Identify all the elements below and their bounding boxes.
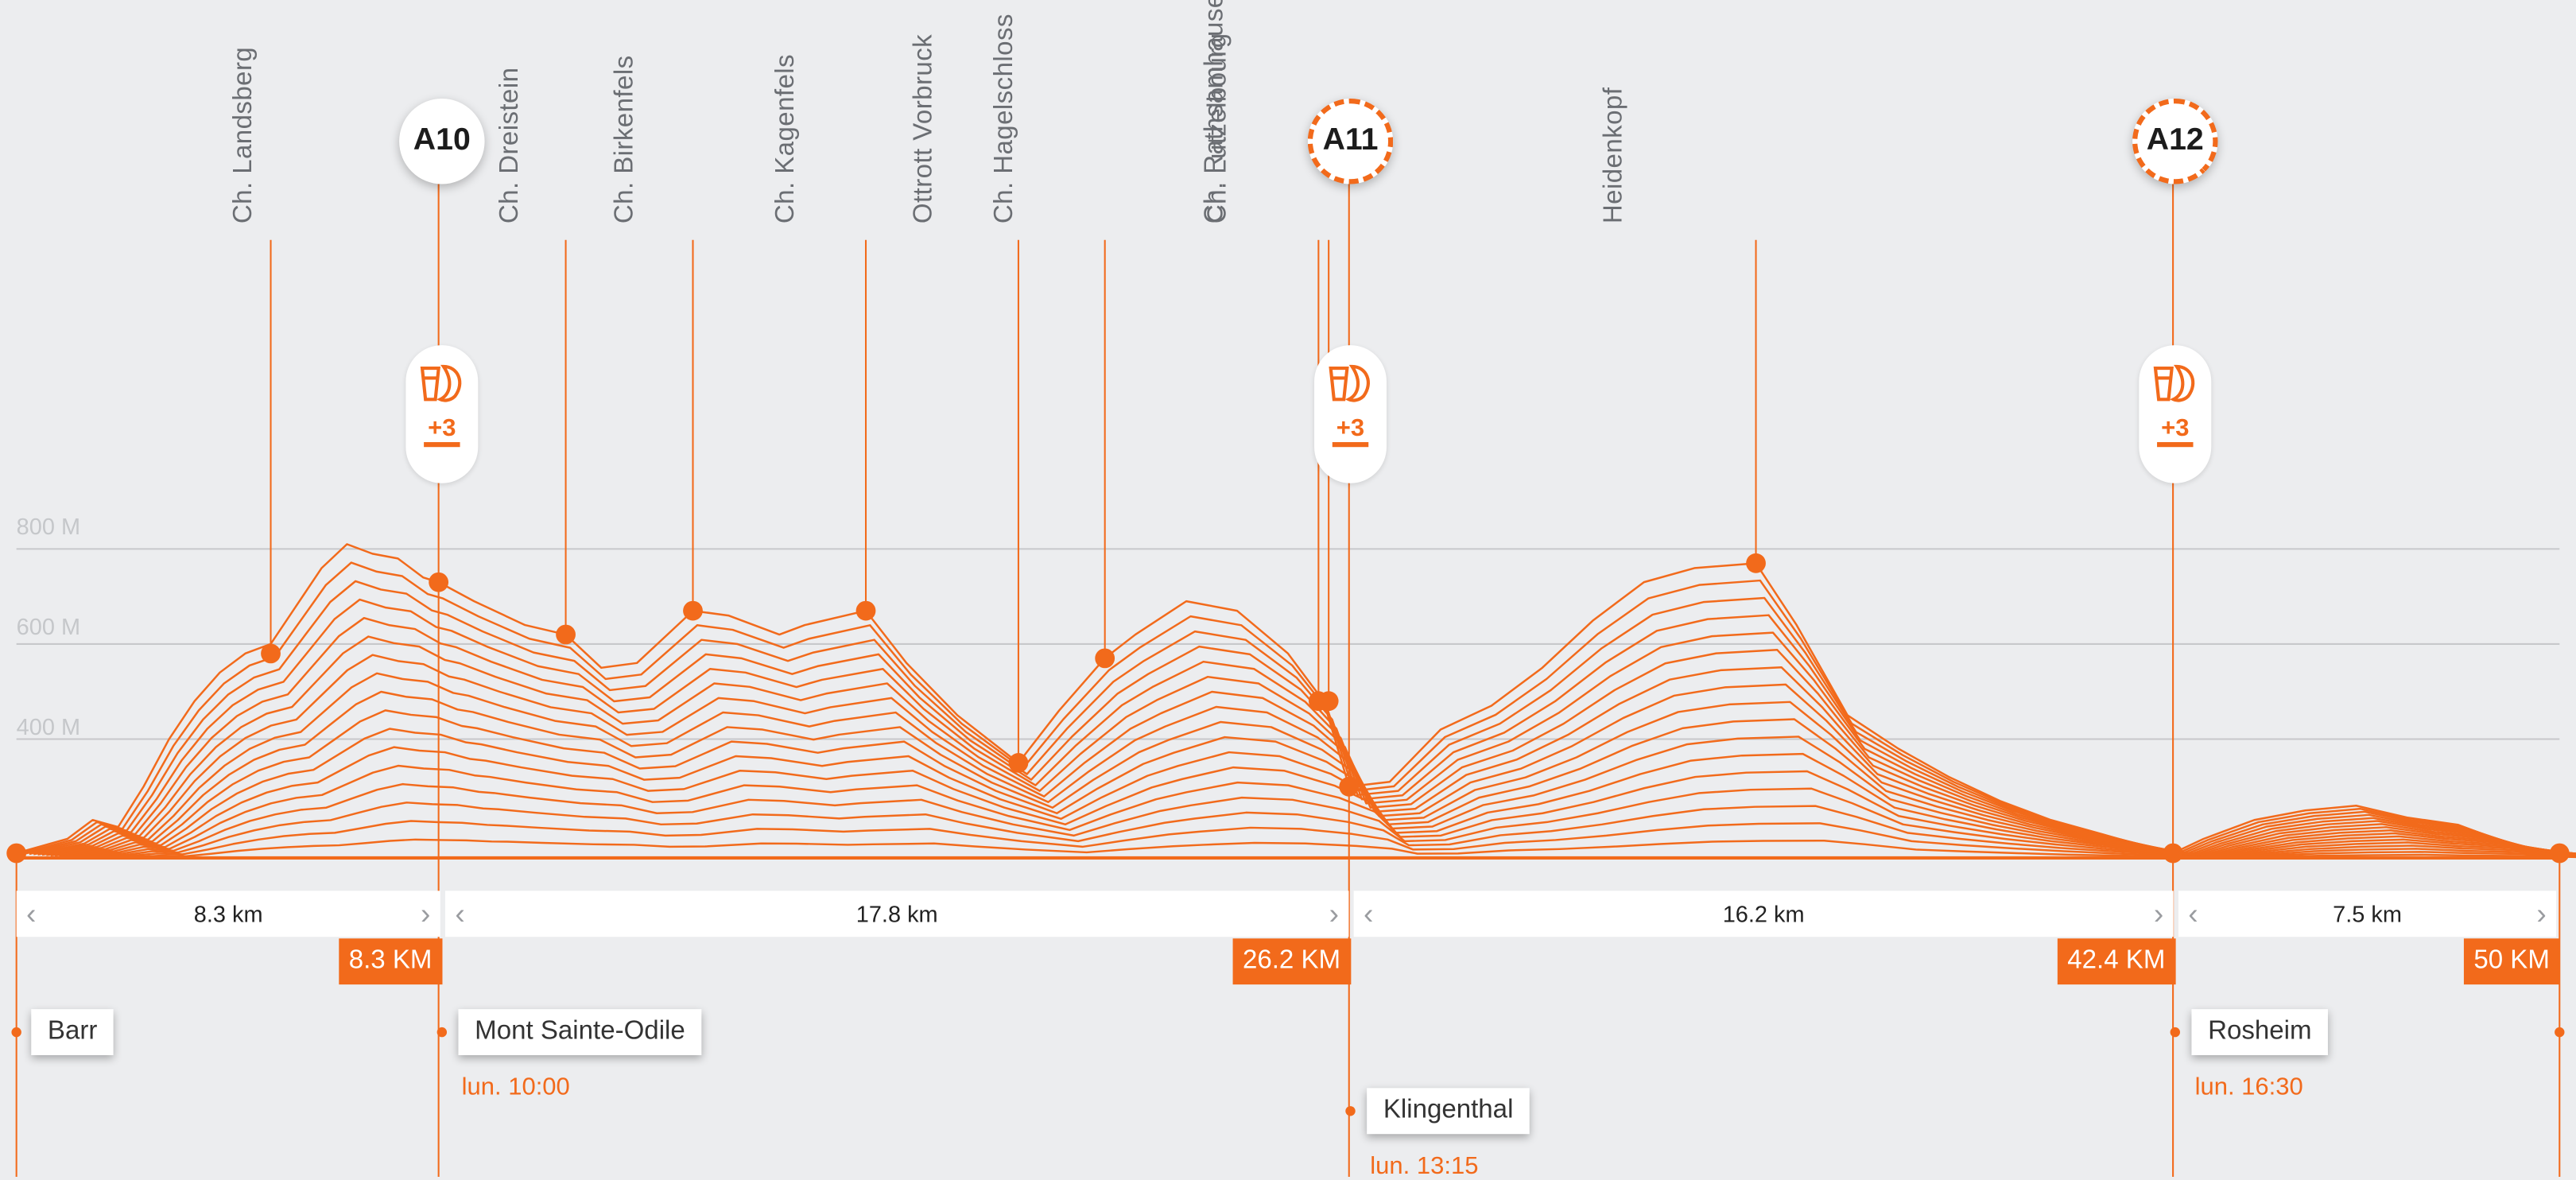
elevation-ridge-line <box>63 746 2576 858</box>
elevation-ridge-line <box>84 838 2576 859</box>
aid-station-badge-a10[interactable]: A10 <box>399 99 485 184</box>
waypoint-label-dreistein: Ch. Dreistein <box>496 67 525 224</box>
place-label-mont-sainte-odile[interactable]: Mont Sainte-Odile <box>458 1009 702 1056</box>
aid-station-dot <box>2163 843 2183 864</box>
cumulative-km-badge-4: 50 KM <box>2463 938 2560 985</box>
place-label-klingenthal[interactable]: Klingenthal <box>1367 1088 1530 1135</box>
elevation-ridge-line <box>72 782 2576 858</box>
food-count-a12: +3 <box>2157 414 2193 448</box>
aid-station-dot <box>1339 776 1360 797</box>
food-count-a10: +3 <box>425 414 460 448</box>
drink-banana-icon <box>1329 364 1370 402</box>
segment-distance: 16.2 km <box>1722 900 1805 927</box>
waypoint-dot <box>1008 753 1029 773</box>
chevron-left-icon[interactable]: ‹ <box>26 897 37 930</box>
food-count-a11: +3 <box>1333 414 1368 448</box>
aid-station-badge-a11[interactable]: A11 <box>1307 99 1394 184</box>
segment-distance: 17.8 km <box>855 900 938 927</box>
waypoint-label-landsberg: Ch. Landsberg <box>230 46 258 224</box>
axis-label-400: 400 M <box>16 713 81 740</box>
chevron-right-icon[interactable]: › <box>2536 897 2547 930</box>
aid-food-pill-a10[interactable]: +3 <box>405 345 479 483</box>
segment-distance: 8.3 km <box>193 900 263 927</box>
waypoint-label-heidenkopf: Heidenkopf <box>1600 87 1628 224</box>
elevation-ridge-line <box>33 616 2576 856</box>
segment-distance: 7.5 km <box>2333 900 2402 927</box>
segment-bar-3[interactable]: ‹ 16.2 km › <box>1353 891 2174 937</box>
place-marker-dot <box>1345 1106 1356 1116</box>
waypoint-label-birkenfels: Ch. Birkenfels <box>611 55 639 224</box>
waypoint-label-kagenfels: Ch. Kagenfels <box>772 53 801 224</box>
waypoint-dot <box>683 600 703 621</box>
chevron-right-icon[interactable]: › <box>1329 897 1340 930</box>
waypoint-label-lutzelbourg: Ch. Lutzelbourg <box>1204 33 1232 224</box>
elevation-ridge-line <box>59 728 2576 857</box>
axis-label-600: 600 M <box>16 612 81 640</box>
aid-station-dot <box>429 572 449 592</box>
cumulative-km-badge-1: 8.3 KM <box>339 938 442 985</box>
waypoint-dot <box>1318 691 1339 712</box>
place-label-barr[interactable]: Barr <box>31 1009 114 1056</box>
place-marker-dot <box>436 1027 448 1038</box>
waypoint-label-ottrott-vorbruck: Ottrott Vorbruck <box>910 33 938 224</box>
finish-dot <box>2549 843 2570 864</box>
waypoint-dot <box>1746 553 1766 573</box>
elevation-ridge-line <box>54 709 2576 857</box>
aid-station-badge-a12[interactable]: A12 <box>2132 99 2218 184</box>
elevation-ridge-line <box>80 820 2576 859</box>
place-marker-dot <box>2170 1027 2180 1038</box>
segment-bar-1[interactable]: ‹ 8.3 km › <box>16 891 440 937</box>
aid-food-pill-a11[interactable]: +3 <box>1314 345 1387 483</box>
waypoint-dot <box>261 643 281 664</box>
chevron-right-icon[interactable]: › <box>420 897 431 930</box>
segment-bar-4[interactable]: ‹ 7.5 km › <box>2178 891 2557 937</box>
arrival-time-mont-sainte-odile: lun. 10:00 <box>461 1073 570 1101</box>
arrival-time-klingenthal: lun. 13:15 <box>1370 1151 1479 1180</box>
elevation-ridge-line <box>20 561 2564 855</box>
aid-food-pill-a12[interactable]: +3 <box>2139 345 2212 483</box>
elevation-ridge-line <box>68 764 2576 858</box>
waypoint-dot <box>556 624 576 645</box>
axis-label-800: 800 M <box>16 512 81 539</box>
cumulative-km-badge-2: 26.2 KM <box>1232 938 1351 985</box>
place-marker-dot <box>11 1027 21 1038</box>
chevron-left-icon[interactable]: ‹ <box>455 897 465 930</box>
chevron-left-icon[interactable]: ‹ <box>2188 897 2198 930</box>
place-marker-dot <box>2555 1027 2565 1038</box>
segment-bar-2[interactable]: ‹ 17.8 km › <box>444 891 1349 937</box>
waypoint-dot <box>1095 648 1115 669</box>
waypoint-label-hagelschloss: Ch. Hagelschloss <box>990 14 1019 224</box>
start-dot <box>6 843 27 864</box>
chevron-right-icon[interactable]: › <box>2153 897 2164 930</box>
arrival-time-rosheim: lun. 16:30 <box>2194 1073 2303 1101</box>
drink-banana-icon <box>420 364 462 402</box>
elevation-ridge-line <box>16 543 2560 855</box>
place-label-rosheim[interactable]: Rosheim <box>2191 1009 2329 1056</box>
chevron-left-icon[interactable]: ‹ <box>1364 897 1374 930</box>
waypoint-dot <box>855 600 876 621</box>
elevation-ridge-line <box>76 802 2576 859</box>
drink-banana-icon <box>2153 364 2195 402</box>
cumulative-km-badge-3: 42.4 KM <box>2057 938 2175 985</box>
